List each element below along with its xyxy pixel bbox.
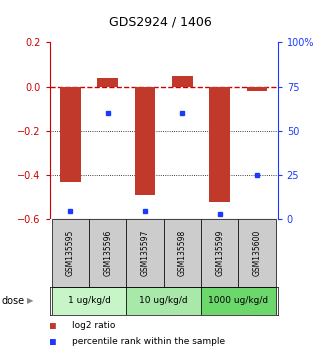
Bar [201,287,276,315]
Text: GSM135599: GSM135599 [215,230,224,276]
Text: dose: dose [2,296,25,306]
Bar [201,219,239,287]
Text: GSM135597: GSM135597 [141,230,150,276]
Bar [60,87,81,182]
Text: ▶: ▶ [27,296,34,306]
Text: log2 ratio: log2 ratio [72,321,116,330]
Bar [52,219,89,287]
Text: GSM135598: GSM135598 [178,230,187,276]
Text: 1000 ug/kg/d: 1000 ug/kg/d [208,296,268,306]
Bar [135,87,155,195]
Text: 10 ug/kg/d: 10 ug/kg/d [139,296,188,306]
Bar [247,87,267,91]
Bar [164,219,201,287]
Bar [210,87,230,202]
Bar [239,219,276,287]
Text: ■: ■ [50,337,56,347]
Text: GDS2924 / 1406: GDS2924 / 1406 [109,16,212,29]
Bar [172,76,193,87]
Bar [126,287,201,315]
Bar [126,219,164,287]
Text: GSM135600: GSM135600 [253,230,262,276]
Bar [89,219,126,287]
Text: GSM135595: GSM135595 [66,230,75,276]
Bar [97,78,118,87]
Text: GSM135596: GSM135596 [103,230,112,276]
Text: ■: ■ [50,321,56,331]
Text: 1 ug/kg/d: 1 ug/kg/d [67,296,110,306]
Bar [52,287,126,315]
Text: percentile rank within the sample: percentile rank within the sample [72,337,225,346]
